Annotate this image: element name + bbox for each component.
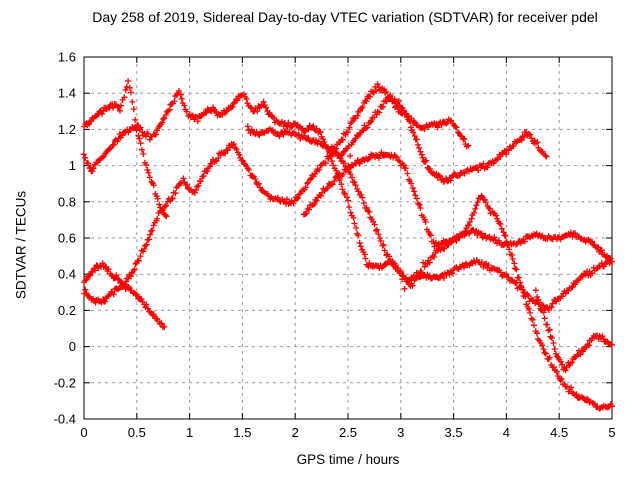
x-tick-label: 3 bbox=[397, 425, 404, 440]
x-tick-label: 5 bbox=[608, 425, 615, 440]
y-tick-label: 0.4 bbox=[58, 267, 76, 282]
series-trace-5 bbox=[244, 92, 550, 185]
x-tick-label: 4 bbox=[503, 425, 510, 440]
y-tick-label: 0.6 bbox=[58, 231, 76, 246]
series-trace-7 bbox=[300, 149, 615, 265]
y-tick-label: 1 bbox=[69, 158, 76, 173]
x-tick-label: 0 bbox=[80, 425, 87, 440]
y-tick-label: 0.2 bbox=[58, 303, 76, 318]
x-tick-label: 1 bbox=[186, 425, 193, 440]
chart-title: Day 258 of 2019, Sidereal Day-to-day VTE… bbox=[92, 9, 598, 25]
x-tick-label: 4.5 bbox=[550, 425, 568, 440]
series-trace-8 bbox=[532, 287, 615, 374]
series-trace-2 bbox=[80, 87, 615, 412]
series-trace-1 bbox=[81, 78, 170, 220]
y-tick-label: -0.2 bbox=[54, 375, 76, 390]
series-trace-6 bbox=[329, 143, 615, 313]
x-tick-label: 0.5 bbox=[128, 425, 146, 440]
y-tick-label: 1.6 bbox=[58, 50, 76, 65]
x-tick-label: 1.5 bbox=[233, 425, 251, 440]
x-tick-label: 3.5 bbox=[445, 425, 463, 440]
x-tick-label: 2.5 bbox=[339, 425, 357, 440]
series-trace-3 bbox=[81, 260, 168, 331]
y-tick-label: 1.2 bbox=[58, 122, 76, 137]
y-tick-label: 0 bbox=[69, 339, 76, 354]
y-tick-label: -0.4 bbox=[54, 412, 76, 427]
x-tick-label: 2 bbox=[292, 425, 299, 440]
series-trace-4 bbox=[81, 81, 472, 306]
y-tick-label: 0.8 bbox=[58, 194, 76, 209]
y-tick-label: 1.4 bbox=[58, 86, 76, 101]
x-axis-label: GPS time / hours bbox=[296, 452, 400, 467]
